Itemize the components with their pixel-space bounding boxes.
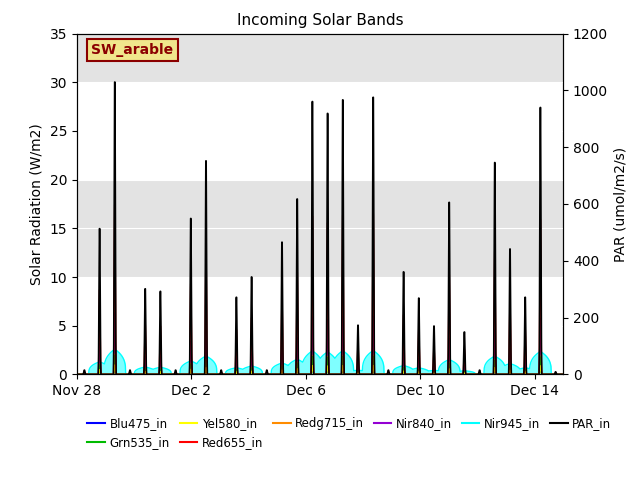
Legend: Blu475_in, Grn535_in, Yel580_in, Red655_in, Redg715_in, Nir840_in, Nir945_in, PA: Blu475_in, Grn535_in, Yel580_in, Red655_…	[83, 412, 616, 454]
Text: SW_arable: SW_arable	[92, 43, 173, 57]
Y-axis label: Solar Radiation (W/m2): Solar Radiation (W/m2)	[30, 123, 44, 285]
Bar	[77, 180, 563, 277]
Bar	[77, 34, 563, 82]
Title: Incoming Solar Bands: Incoming Solar Bands	[237, 13, 403, 28]
Y-axis label: PAR (umol/m2/s): PAR (umol/m2/s)	[614, 146, 628, 262]
